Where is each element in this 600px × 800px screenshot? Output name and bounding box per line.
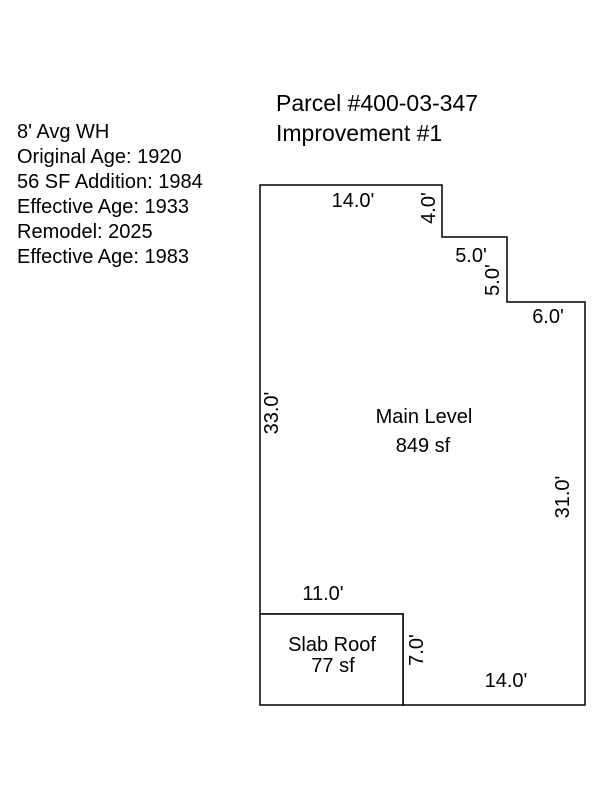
slab-roof-label: Slab Roof: [288, 634, 376, 656]
improvement-title: Improvement #1: [276, 120, 443, 146]
dimension-label: 6.0': [532, 306, 564, 328]
info-line: Remodel: 2025: [17, 221, 153, 243]
dimension-label: 7.0': [406, 634, 428, 666]
info-line: 8' Avg WH: [17, 121, 110, 143]
slab-roof-area: 77 sf: [311, 655, 355, 677]
improvement-info-block: 8' Avg WH Original Age: 1920 56 SF Additio…: [17, 120, 203, 270]
dimension-label: 14.0': [332, 190, 375, 212]
slab-roof-outline: [259, 613, 404, 706]
info-line: 56 SF Addition: 1984: [17, 171, 203, 193]
sketch-header: Parcel #400-03-347 Improvement #1: [276, 88, 478, 148]
dimension-label: 11.0': [302, 583, 343, 605]
dimension-label: 4.0': [418, 192, 440, 224]
dimension-label: 14.0': [485, 670, 528, 692]
main-level-area: 849 sf: [396, 435, 451, 457]
dimension-label: 5.0': [455, 245, 487, 267]
dimension-label: 5.0': [482, 264, 504, 296]
parcel-title: Parcel #400-03-347: [276, 90, 479, 116]
main-level-label: Main Level: [376, 406, 473, 428]
dimension-label: 31.0': [552, 476, 574, 519]
info-line: Effective Age: 1933: [17, 196, 189, 218]
info-line: Effective Age: 1983: [17, 246, 189, 268]
info-line: Original Age: 1920: [17, 146, 182, 168]
dimension-label: 33.0': [261, 392, 283, 435]
